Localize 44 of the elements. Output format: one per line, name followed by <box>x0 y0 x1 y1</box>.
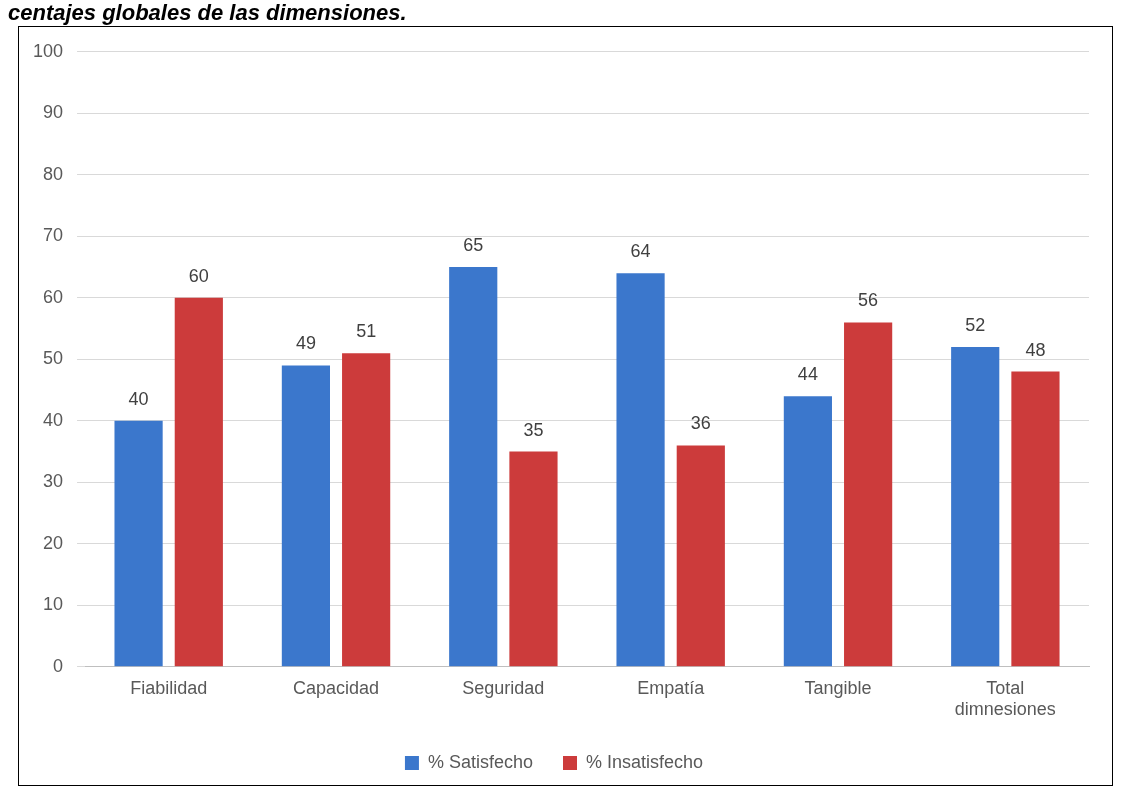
data-label: 60 <box>188 265 209 286</box>
y-tick-label: 50 <box>43 348 64 369</box>
data-label: 48 <box>1025 339 1046 360</box>
bar <box>783 396 832 667</box>
y-tick-label: 40 <box>43 409 64 430</box>
data-label: 44 <box>797 364 818 385</box>
x-tick-label: Empatía <box>637 677 706 698</box>
data-label: 51 <box>356 321 377 342</box>
bar <box>1011 371 1060 667</box>
x-tick-label: Capacidad <box>292 677 380 698</box>
bar <box>616 273 665 667</box>
y-tick-label: 70 <box>43 225 64 246</box>
data-label: 35 <box>523 419 544 440</box>
y-tick-label: 100 <box>32 40 64 61</box>
y-tick-label: 80 <box>43 163 64 184</box>
data-label: 64 <box>630 241 651 262</box>
data-label: 52 <box>965 314 986 335</box>
x-tick-label: Tangible <box>804 677 872 698</box>
bar <box>844 322 893 667</box>
x-tick-label: Seguridad <box>462 677 545 698</box>
data-label: 40 <box>128 388 149 409</box>
y-tick-label: 90 <box>43 102 64 123</box>
data-label: 65 <box>463 235 484 256</box>
data-label: 56 <box>858 290 879 311</box>
y-tick-label: 20 <box>43 532 64 553</box>
y-tick-label: 30 <box>43 471 64 492</box>
bar <box>951 347 1000 667</box>
y-tick-label: 0 <box>53 655 64 676</box>
chart-title: centajes globales de las dimensiones. <box>8 0 408 26</box>
x-tick-label: Fiabilidad <box>130 677 208 698</box>
data-label: 36 <box>690 413 711 434</box>
bar <box>509 451 558 667</box>
x-tick-label: Total dimnesiones <box>954 677 1056 720</box>
bar <box>114 420 163 667</box>
y-tick-label: 10 <box>43 594 64 615</box>
bar <box>676 445 725 667</box>
bar <box>342 353 391 667</box>
data-label: 49 <box>295 333 316 354</box>
bar <box>449 267 498 667</box>
bar <box>174 297 223 667</box>
legend-label: % Satisfecho <box>427 751 533 772</box>
bar <box>281 365 330 667</box>
y-tick-label: 60 <box>43 286 64 307</box>
legend-label: % Insatisfecho <box>586 751 704 772</box>
